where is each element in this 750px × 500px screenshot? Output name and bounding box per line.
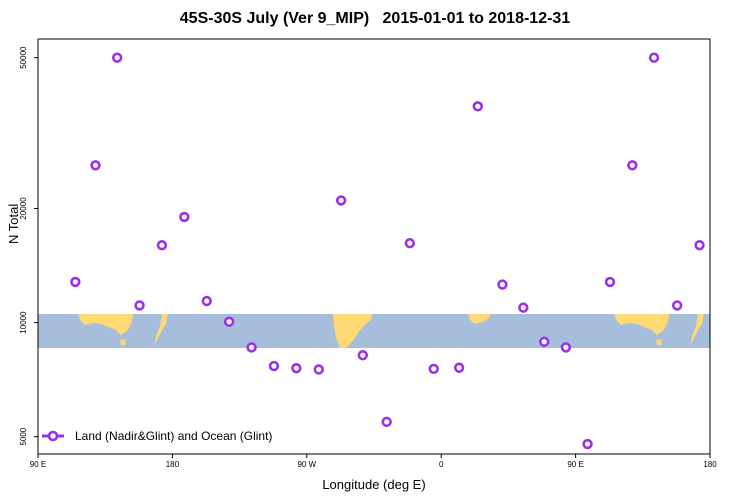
land-south-america [333, 314, 372, 348]
data-point [90, 160, 101, 171]
data-point [268, 360, 280, 372]
data-point [627, 160, 638, 171]
data-point [111, 52, 123, 63]
data-point [156, 240, 168, 251]
plot-frame [37, 38, 711, 455]
data-point [497, 279, 508, 290]
data-point [694, 240, 705, 251]
data-point [313, 364, 324, 375]
world-map-strip [38, 314, 710, 348]
land-tasmania-2 [656, 339, 662, 345]
y-tick-label: 50000 [19, 46, 28, 69]
chart-title: 45S-30S July (Ver 9_MIP) 2015-01-01 to 2… [179, 10, 571, 27]
legend: Land (Nadir&Glint) and Ocean (Glint) [42, 429, 272, 443]
land-tasmania [120, 339, 126, 345]
legend-label: Land (Nadir&Glint) and Ocean (Glint) [75, 429, 272, 443]
legend-marker [47, 430, 59, 442]
data-point [472, 101, 483, 112]
data-point [179, 211, 190, 223]
data-point [223, 316, 235, 327]
data-point [453, 362, 465, 373]
land-new-zealand-2 [690, 314, 704, 346]
data-point [134, 300, 145, 311]
x-tick-label: 0 [439, 460, 444, 469]
data-point [404, 237, 416, 249]
x-tick-label: 180 [703, 460, 717, 469]
data-points [70, 52, 705, 450]
y-tick-label: 5000 [19, 427, 28, 445]
data-point [291, 362, 302, 374]
data-point [70, 276, 81, 288]
data-point [381, 416, 392, 428]
data-point [671, 300, 683, 311]
y-tick-label: 20000 [19, 197, 28, 220]
data-point [357, 350, 368, 361]
data-point [648, 52, 660, 63]
x-tick-label: 90 W [297, 460, 316, 469]
x-tick-label: 180 [166, 460, 180, 469]
y-tick-label: 10000 [19, 311, 28, 334]
ocean-band [38, 314, 710, 348]
data-point [246, 342, 257, 353]
x-tick-label: 90 E [30, 460, 46, 469]
data-point [560, 342, 572, 353]
land-australia [78, 314, 133, 335]
x-axis-label: Longitude (deg E) [322, 477, 426, 492]
data-point [582, 438, 593, 450]
data-point [539, 336, 550, 347]
land-new-zealand [154, 314, 168, 346]
land-australia-2 [614, 314, 669, 335]
data-point [518, 302, 529, 313]
data-point [335, 195, 347, 206]
y-axis-ticks: 5000 10000 20000 50000 [19, 46, 38, 446]
land-southern-africa [468, 314, 490, 324]
data-point [428, 363, 439, 375]
x-axis-ticks: 90 E 180 90 W 0 90 E 180 [30, 454, 717, 469]
data-point [604, 276, 616, 288]
x-tick-label: 90 E [567, 460, 583, 469]
data-point [201, 295, 212, 307]
